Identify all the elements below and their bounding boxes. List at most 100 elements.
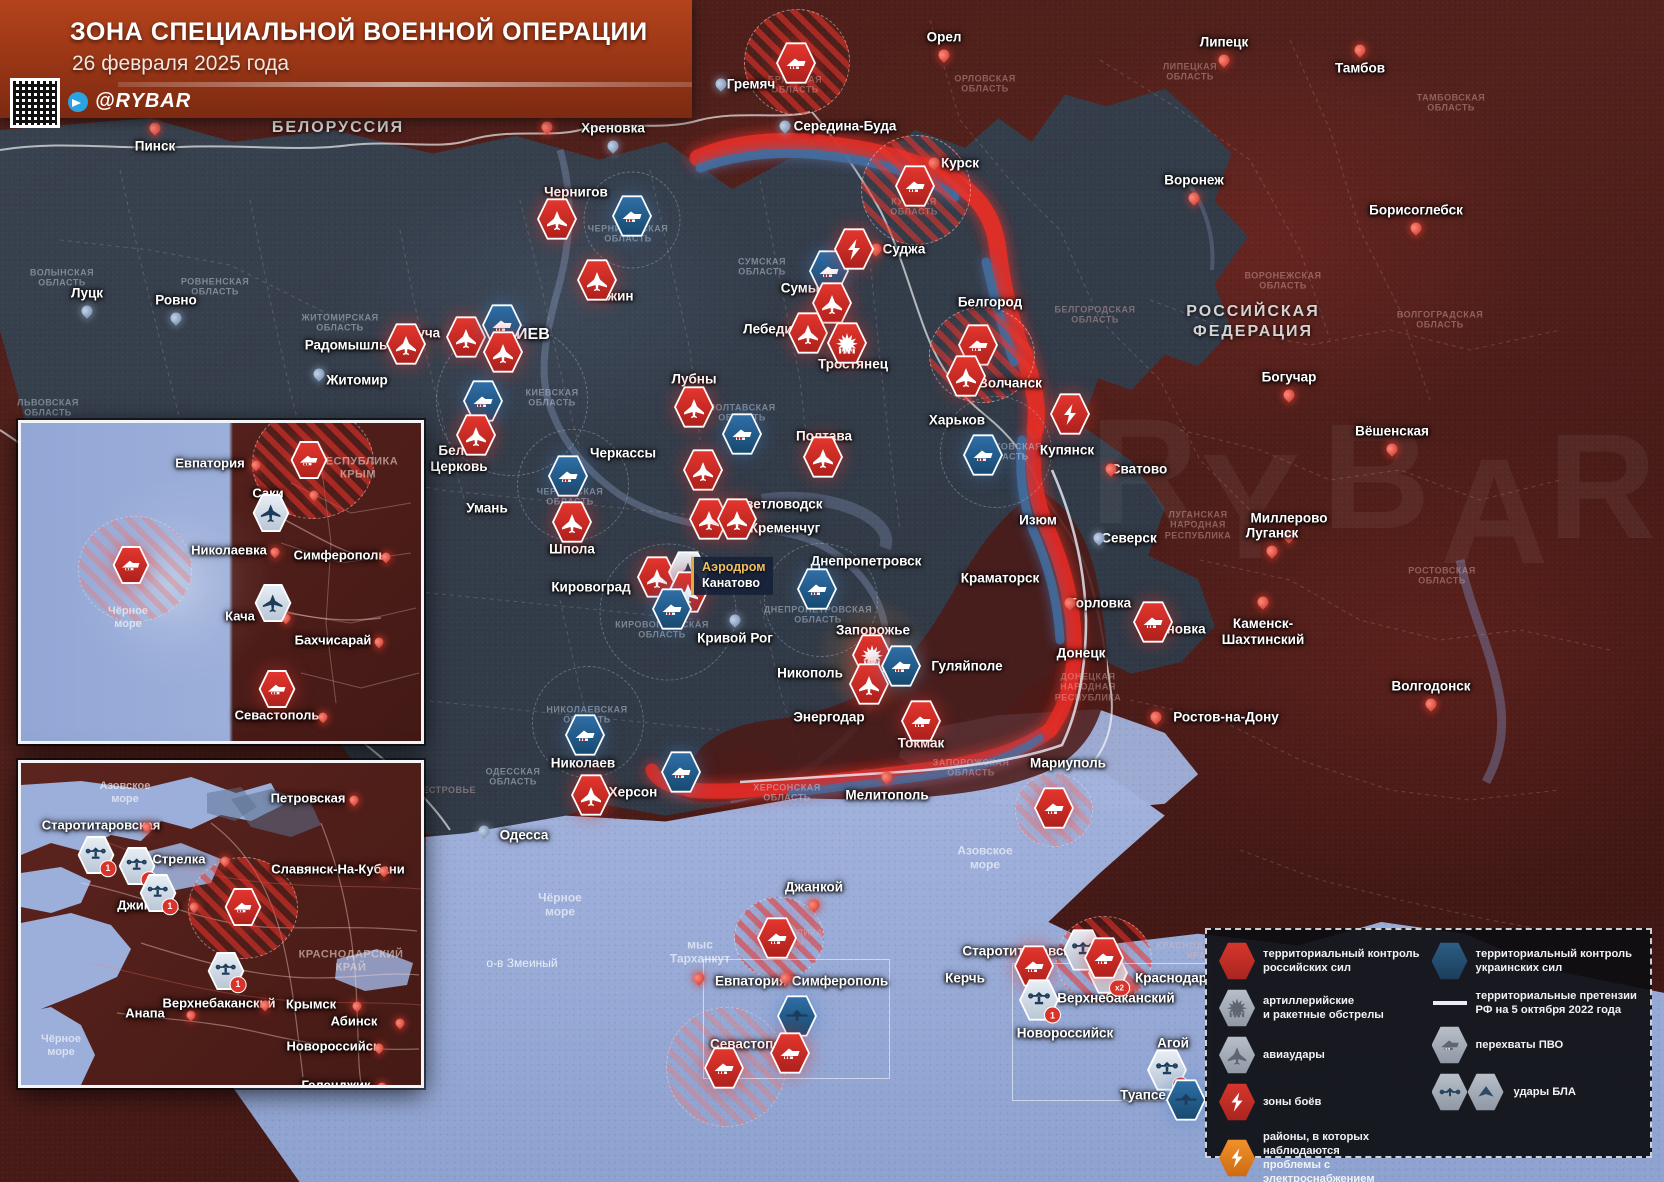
- marker-pvo-intercept[interactable]: [1034, 787, 1074, 830]
- legend-item: авиаудары: [1219, 1036, 1428, 1074]
- marker-aviation-strike[interactable]: [456, 414, 496, 457]
- telegram-handle[interactable]: @RYBAR: [68, 90, 191, 113]
- city-label: Северск: [1101, 530, 1157, 546]
- marker-aviation-strike[interactable]: [577, 259, 617, 302]
- marker-pvo-intercept[interactable]: [722, 413, 762, 456]
- inset-sea-label: Чёрное море: [40, 1032, 82, 1058]
- oblast-label: ОРЛОВСКАЯ ОБЛАСТЬ: [954, 73, 1016, 94]
- city-label: Белгород: [957, 294, 1023, 310]
- marker-pvo-intercept[interactable]: [704, 1047, 744, 1090]
- inset-city-label: Симферополь: [293, 547, 387, 563]
- pvo-intercept-icon: [965, 332, 991, 358]
- marker-pvo-intercept[interactable]: [612, 195, 652, 238]
- pvo-intercept-icon: [783, 50, 809, 76]
- telegram-icon: [68, 91, 88, 112]
- marker-battle-zone[interactable]: [1050, 393, 1090, 436]
- marker-pvo-intercept[interactable]: [661, 751, 701, 794]
- battle-zone-icon: [1219, 1083, 1255, 1121]
- marker-uav-strike-blue[interactable]: [1166, 1079, 1206, 1122]
- marker-airfield[interactable]: [252, 493, 290, 533]
- marker-pvo-intercept[interactable]: [548, 455, 588, 498]
- marker-uav-strike[interactable]: 1: [1019, 979, 1061, 1024]
- city-label: Шпола: [549, 541, 595, 557]
- legend-item: территориальный контроль украинских сил: [1431, 942, 1641, 980]
- city-label: Верхнебаканский: [1057, 990, 1175, 1006]
- marker-pvo-intercept[interactable]: [1084, 937, 1124, 980]
- uav-strike-icon: [1154, 1057, 1180, 1083]
- aviation-strike-icon: [681, 394, 707, 420]
- marker-uav-strike[interactable]: 1: [139, 873, 179, 915]
- marker-aviation-strike[interactable]: [717, 498, 757, 541]
- marker-aviation-strike[interactable]: [537, 198, 577, 241]
- pvo-intercept-icon: [265, 677, 289, 701]
- city-label: Светловодск: [735, 496, 823, 512]
- marker-pvo-intercept[interactable]: [895, 165, 935, 208]
- marker-pvo-intercept[interactable]: [797, 568, 837, 611]
- qr-code-icon[interactable]: [10, 78, 60, 128]
- oblast-label: ОДЕССКАЯ ОБЛАСТЬ: [485, 766, 541, 787]
- pvo-intercept-icon: [668, 759, 694, 785]
- city-label: Ростов-на-Дону: [1173, 709, 1279, 725]
- marker-aviation-strike[interactable]: [683, 449, 723, 492]
- marker-pvo-intercept[interactable]: [112, 545, 150, 585]
- marker-aviation-strike[interactable]: [386, 323, 426, 366]
- marker-aviation-strike[interactable]: [803, 436, 843, 479]
- marker-aviation-strike[interactable]: [788, 312, 828, 355]
- marker-pvo-intercept[interactable]: [776, 42, 816, 85]
- marker-pvo-intercept[interactable]: [652, 588, 692, 631]
- marker-pvo-intercept[interactable]: [224, 887, 262, 927]
- sea-label: Азовское море: [957, 843, 1013, 872]
- city-label: Агой: [1157, 1035, 1189, 1051]
- marker-aviation-strike[interactable]: [674, 386, 714, 429]
- marker-aviation-strike[interactable]: [849, 663, 889, 706]
- marker-aviation-strike[interactable]: [946, 355, 986, 398]
- marker-aviation-strike[interactable]: [571, 774, 611, 817]
- marker-aviation-strike[interactable]: [483, 331, 523, 374]
- oblast-label: ХАРЬКОВСКАЯ ОБЛАСТЬ: [967, 441, 1043, 462]
- oblast-label: ВОЛЫНСКАЯ ОБЛАСТЬ: [29, 267, 95, 288]
- marker-pvo-intercept[interactable]: [258, 669, 296, 709]
- marker-aviation-strike[interactable]: [637, 556, 677, 599]
- artillery-strike-icon: [859, 642, 885, 668]
- marker-airfield[interactable]: [254, 583, 292, 623]
- marker-pvo-intercept[interactable]: [963, 434, 1003, 477]
- battle-zone-icon: [1057, 401, 1083, 427]
- marker-pvo-intercept[interactable]: [901, 700, 941, 743]
- marker-aviation-strike[interactable]: [552, 501, 592, 544]
- oblast-label: БЕЛГОРОДСКАЯ ОБЛАСТЬ: [1054, 304, 1136, 325]
- marker-uav-strike[interactable]: 1: [77, 835, 117, 877]
- legend-item: районы, в которых наблюдаются проблемы с…: [1219, 1130, 1428, 1182]
- marker-count-badge: 1: [229, 975, 247, 993]
- marker-battle-zone[interactable]: [834, 228, 874, 271]
- uav-delta-icon: [1467, 1073, 1504, 1111]
- marker-pvo-intercept[interactable]: [565, 714, 605, 757]
- pvo-intercept-icon: [1140, 609, 1166, 635]
- pvo-intercept-icon: [777, 1040, 803, 1066]
- inset-map-kuban[interactable]: КРАСНОДАРСКИЙ КРАЙ Азовское море Чёрное мо…: [18, 760, 424, 1088]
- marker-artillery-strike[interactable]: [827, 322, 867, 365]
- city-label: Борисоглебск: [1369, 202, 1463, 218]
- aviation-strike-icon: [856, 671, 882, 697]
- city-label: Мелитополь: [845, 787, 929, 803]
- claim-line-icon: [1432, 1001, 1467, 1005]
- title-banner: ЗОНА СПЕЦИАЛЬНОЙ ВОЕННОЙ ОПЕРАЦИИ 26 фев…: [0, 0, 692, 128]
- marker-uav-strike-blue[interactable]: [777, 995, 817, 1038]
- pvo-intercept-icon: [1431, 1026, 1468, 1064]
- pvo-intercept-icon: [764, 925, 790, 951]
- oblast-label: ТАМБОВСКАЯ ОБЛАСТЬ: [1416, 92, 1486, 113]
- inset-map-crimea[interactable]: РЕСПУБЛИКА КРЫМ Чёрное море Евпатория Саки Н…: [18, 420, 424, 744]
- marker-pvo-intercept[interactable]: [770, 1032, 810, 1075]
- area-circle-kharkiv: [940, 396, 1052, 508]
- marker-uav-strike[interactable]: 1: [118, 846, 158, 888]
- marker-uav-strike[interactable]: 1: [207, 951, 247, 993]
- marker-pvo-intercept[interactable]: [881, 645, 921, 688]
- city-label: Пинск: [134, 138, 176, 154]
- marker-pvo-intercept[interactable]: [290, 440, 328, 480]
- marker-pvo-intercept[interactable]: [1133, 601, 1173, 644]
- inset-city-label: Новороссийск: [286, 1038, 380, 1054]
- inset-city-label: Верхнебаканский: [162, 995, 276, 1011]
- marker-pvo-intercept[interactable]: [463, 380, 503, 423]
- marker-pvo-intercept[interactable]: [757, 917, 797, 960]
- marker-aviation-strike[interactable]: [446, 316, 486, 359]
